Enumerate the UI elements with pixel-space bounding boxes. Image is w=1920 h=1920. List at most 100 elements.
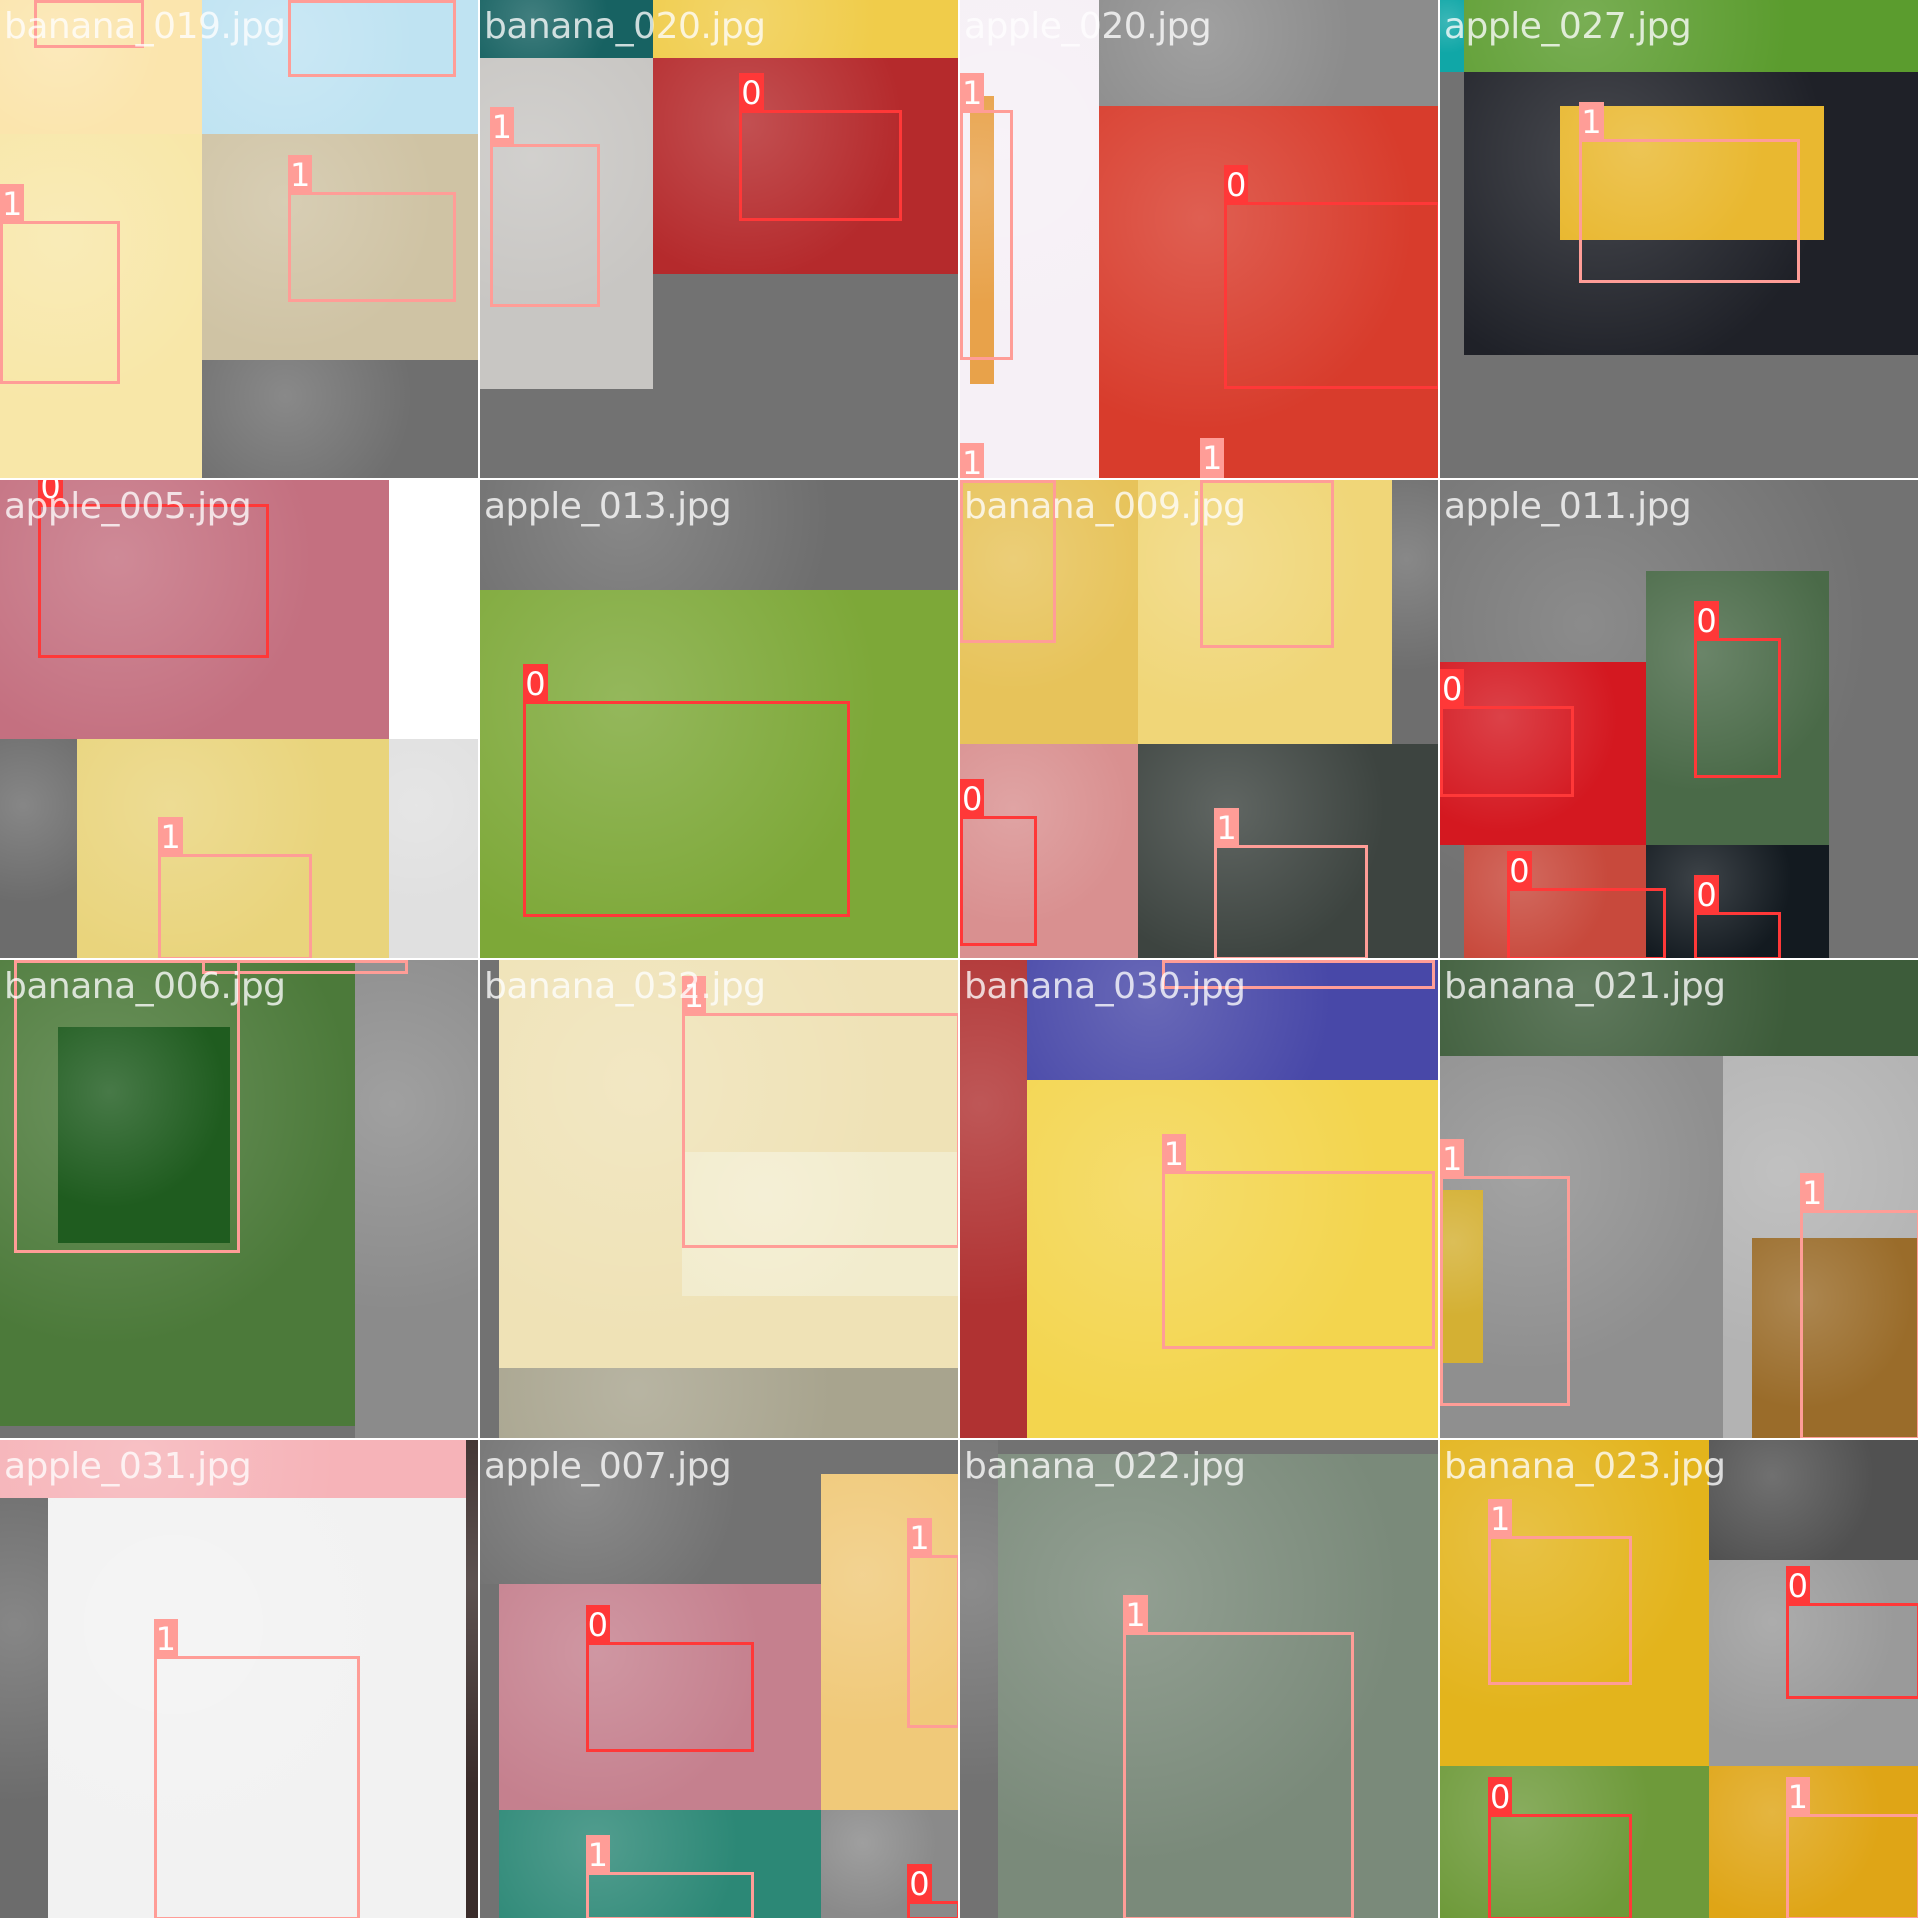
photo-region [1440, 662, 1647, 845]
filename-label: banana_006.jpg [4, 966, 286, 1007]
bounding-box: 1 [681, 975, 958, 1248]
photo-region [57, 1027, 231, 1244]
photo-region [499, 1809, 821, 1918]
photo-region [201, 0, 478, 135]
photo-region [1440, 1766, 1709, 1918]
bounding-box: 1 [1579, 102, 1800, 284]
class-label: 0 [739, 73, 764, 114]
class-label: 1 [1579, 102, 1604, 143]
mosaic-tile: 1 apple_027.jpg [1440, 0, 1918, 478]
photo-region [0, 480, 389, 740]
photo-region [1440, 0, 1464, 72]
mosaic-tile: 0 0 0 0 apple_011.jpg [1440, 480, 1918, 958]
bounding-box: 1 [1800, 1172, 1918, 1438]
class-label: 1 [1440, 1139, 1465, 1179]
photo-region [1137, 480, 1392, 744]
photo-region [388, 739, 478, 958]
photo-region [1027, 960, 1438, 1080]
photo-region [1646, 571, 1829, 845]
bounding-box: 0 [1694, 875, 1781, 958]
photo-region [0, 0, 202, 135]
class-label: 1 [1214, 807, 1239, 848]
class-label: 1 [1123, 1595, 1148, 1635]
class-label: 0 [1224, 164, 1249, 205]
mosaic-tile: 1 banana_032.jpg [480, 960, 958, 1438]
mosaic-tile: 1 banana_022.jpg [960, 1440, 1438, 1918]
bounding-box: 1 [960, 480, 1056, 644]
photo-region [969, 96, 994, 384]
photo-region [960, 480, 1138, 744]
photo-region [499, 1584, 821, 1810]
photo-region [1099, 105, 1438, 478]
photo-region [0, 1440, 466, 1498]
bounding-box: 0 [739, 73, 903, 221]
photo-region [499, 1368, 958, 1438]
bounding-box: 1 [1214, 807, 1368, 958]
mosaic-tile: 0 1 apple_005.jpg [0, 480, 478, 958]
photo-region [480, 480, 958, 591]
mosaic-tile: 1111banana_019.jpg [0, 0, 478, 478]
photo-region [1099, 0, 1438, 106]
bounding-box: 1 [0, 183, 120, 384]
bounding-box: 1 [960, 73, 1013, 360]
class-label: 1 [1161, 960, 1186, 963]
class-label: 0 [38, 480, 63, 507]
photo-region [201, 360, 478, 478]
photo-region [1027, 1080, 1438, 1438]
filename-label: banana_022.jpg [964, 1446, 1246, 1487]
filename-label: banana_023.jpg [1444, 1446, 1726, 1487]
bounding-box: 1 [33, 0, 144, 48]
photo-region [960, 1440, 999, 1918]
photo-region [1464, 844, 1647, 958]
photo-region [1440, 1440, 1709, 1767]
bounding-box: 1 [1123, 1595, 1354, 1918]
bounding-box: 0 [1694, 601, 1781, 778]
class-label: 0 [585, 1604, 610, 1645]
bounding-box: 1 [489, 107, 600, 308]
filename-label: banana_009.jpg [964, 486, 1246, 527]
bounding-box: 1 [1200, 480, 1335, 648]
mosaic-tile: 1 apple_031.jpg [0, 1440, 478, 1918]
class-label: 1 [0, 183, 25, 224]
photo-region [1560, 105, 1824, 240]
class-label: 0 [960, 779, 985, 819]
photo-region [76, 739, 389, 958]
photo-region [1440, 960, 1918, 1056]
photo-region [0, 1497, 48, 1918]
class-label: 0 [523, 663, 548, 704]
bounding-box: 1 [1440, 1139, 1570, 1407]
photo-region [0, 134, 202, 478]
filename-label: apple_020.jpg [964, 6, 1212, 47]
bounding-box: 1 [1488, 1499, 1632, 1685]
bounding-box: 1 [1161, 1134, 1436, 1349]
photo-region [960, 960, 1028, 1438]
photo-region [1708, 1766, 1918, 1918]
class-label: 1 [1785, 1777, 1810, 1818]
mosaic-tile: 0 apple_013.jpg [480, 480, 958, 958]
mosaic-tile: 1 1 banana_030.jpg [960, 960, 1438, 1438]
photo-region [820, 1809, 958, 1918]
bounding-box: 1 [1785, 1777, 1918, 1918]
bounding-box: 0 [1507, 851, 1666, 958]
class-label: 1 [1161, 1134, 1186, 1175]
photo-region [960, 744, 1138, 958]
mosaic-tile: 1 1 banana_021.jpg [1440, 960, 1918, 1438]
photo-region [465, 1440, 478, 1918]
mosaic-tile: 1 0 0 1 banana_023.jpg [1440, 1440, 1918, 1918]
bounding-box: 0 [1488, 1777, 1632, 1918]
mosaic-tile: 0 1 1 0 apple_007.jpg [480, 1440, 958, 1918]
photo-region [48, 1497, 466, 1918]
bounding-box: 0 [1440, 668, 1575, 797]
photo-region [0, 739, 77, 958]
class-label: 1 [681, 975, 706, 1016]
bounding-box: 1 [1161, 960, 1436, 989]
photo-region [480, 0, 653, 58]
photo-region [1708, 1440, 1918, 1560]
bounding-box: 1 [158, 817, 312, 958]
photo-region [1646, 844, 1829, 958]
class-label: 0 [1694, 601, 1719, 642]
class-label: 1 [1200, 438, 1225, 478]
bounding-box: 0 [1224, 164, 1438, 389]
bounding-box: 0 [38, 480, 269, 658]
